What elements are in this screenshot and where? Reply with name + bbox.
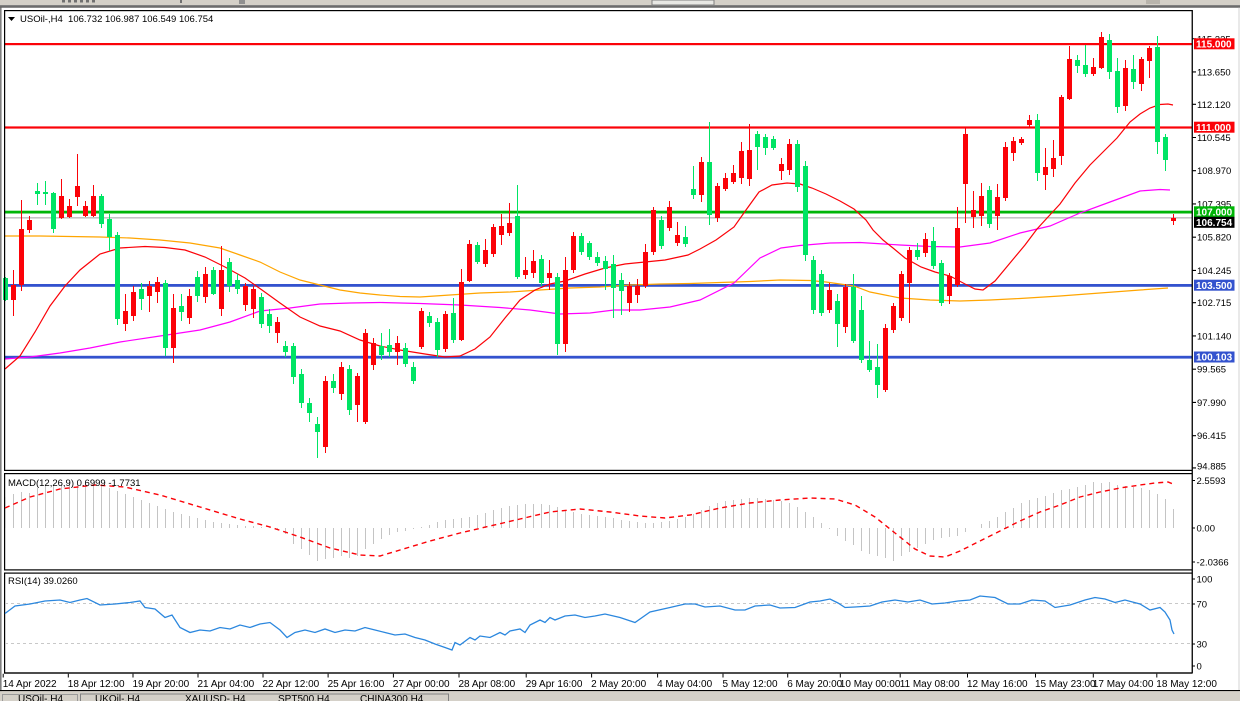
svg-text:14 Apr 2022: 14 Apr 2022 <box>3 679 57 690</box>
svg-text:USOil-,H4 106.732 106.987 106: USOil-,H4 106.732 106.987 106.549 106.75… <box>20 14 213 25</box>
svg-text:103.500: 103.500 <box>1196 281 1233 292</box>
svg-text:18 May 12:00: 18 May 12:00 <box>1156 679 1217 690</box>
svg-text:110.545: 110.545 <box>1197 133 1231 144</box>
svg-text:RSI(14) 39.0260: RSI(14) 39.0260 <box>8 576 78 587</box>
svg-text:107.000: 107.000 <box>1196 207 1233 218</box>
svg-text:108.970: 108.970 <box>1197 166 1231 177</box>
svg-text:11 May 08:00: 11 May 08:00 <box>900 679 960 690</box>
svg-text:107.395: 107.395 <box>1197 199 1231 210</box>
svg-text:30: 30 <box>1197 640 1208 651</box>
svg-text:97.990: 97.990 <box>1197 398 1226 409</box>
svg-text:21 Apr 04:00: 21 Apr 04:00 <box>198 679 255 690</box>
svg-text:100.103: 100.103 <box>1196 353 1233 364</box>
svg-text:USOil-,H4: USOil-,H4 <box>18 694 63 701</box>
svg-text:10 May 00:00: 10 May 00:00 <box>840 679 901 690</box>
svg-text:2.5593: 2.5593 <box>1197 476 1226 487</box>
svg-text:111.000: 111.000 <box>1196 123 1231 134</box>
svg-text:CHINA300,H4: CHINA300,H4 <box>360 694 424 701</box>
svg-text:94.885: 94.885 <box>1197 461 1226 472</box>
svg-text:113.650: 113.650 <box>1197 67 1231 78</box>
svg-text:106.754: 106.754 <box>1196 218 1233 229</box>
svg-text:UKOil-,H4: UKOil-,H4 <box>95 694 140 701</box>
svg-text:22 Apr 12:00: 22 Apr 12:00 <box>263 679 320 690</box>
svg-text:115.000: 115.000 <box>1196 39 1232 50</box>
svg-text:99.565: 99.565 <box>1197 365 1226 376</box>
svg-text:112.120: 112.120 <box>1197 100 1231 111</box>
svg-text:104.245: 104.245 <box>1197 266 1231 277</box>
svg-text:6 May 20:00: 6 May 20:00 <box>787 679 842 690</box>
svg-text:28 Apr 08:00: 28 Apr 08:00 <box>459 679 516 690</box>
svg-text:15 May 23:00: 15 May 23:00 <box>1035 679 1096 690</box>
svg-text:-2.0366: -2.0366 <box>1197 558 1229 569</box>
svg-text:27 Apr 00:00: 27 Apr 00:00 <box>393 679 450 690</box>
svg-text:29 Apr 16:00: 29 Apr 16:00 <box>526 679 583 690</box>
svg-text:5 May 12:00: 5 May 12:00 <box>723 679 778 690</box>
svg-text:12 May 16:00: 12 May 16:00 <box>967 679 1028 690</box>
svg-text:100: 100 <box>1197 575 1213 586</box>
svg-text:0: 0 <box>1197 662 1202 673</box>
svg-text:105.820: 105.820 <box>1197 233 1231 244</box>
svg-text:MACD(12,26,9) 0.6999 -1.7731: MACD(12,26,9) 0.6999 -1.7731 <box>8 478 141 489</box>
svg-text:70: 70 <box>1197 600 1208 611</box>
svg-text:101.140: 101.140 <box>1197 331 1231 342</box>
svg-text:4 May 04:00: 4 May 04:00 <box>657 679 712 690</box>
svg-text:XAUUSD-,H4: XAUUSD-,H4 <box>185 694 246 701</box>
svg-text:96.415: 96.415 <box>1197 431 1226 442</box>
svg-text:25 Apr 16:00: 25 Apr 16:00 <box>328 679 385 690</box>
svg-text:SPT500,H4: SPT500,H4 <box>278 694 330 701</box>
svg-text:19 Apr 20:00: 19 Apr 20:00 <box>133 679 190 690</box>
svg-text:102.715: 102.715 <box>1197 298 1231 309</box>
svg-text:0.00: 0.00 <box>1197 524 1216 535</box>
svg-text:2 May 20:00: 2 May 20:00 <box>591 679 646 690</box>
svg-text:18 Apr 12:00: 18 Apr 12:00 <box>68 679 125 690</box>
svg-text:17 May 04:00: 17 May 04:00 <box>1093 679 1154 690</box>
